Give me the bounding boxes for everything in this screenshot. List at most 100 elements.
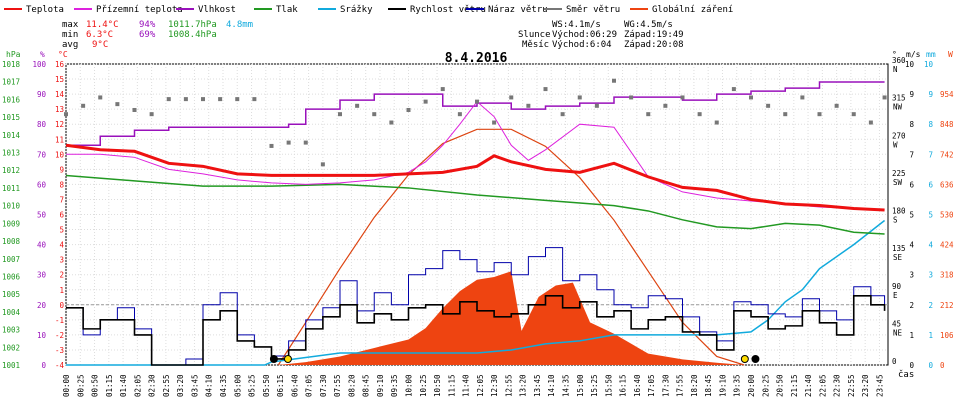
y-tick-hpa: 1015: [2, 113, 20, 122]
wind-direction-point: [680, 95, 685, 100]
x-tick-label: 06:40: [290, 374, 299, 397]
y-tick-celsius: 7: [59, 195, 64, 204]
y-tick-wind: 3: [909, 271, 914, 280]
axis-unit-celsius: °C: [58, 50, 68, 59]
y-tick-wind: 8: [909, 120, 914, 129]
wind-direction-point: [697, 112, 702, 117]
wind-speed-line: [66, 294, 886, 366]
x-tick-label: 15:00: [576, 374, 585, 397]
x-tick-label: 04:35: [219, 374, 228, 397]
ground-temperature-line: [66, 100, 885, 211]
axis-unit-radiation: W: [948, 50, 953, 59]
humidity-line: [66, 81, 885, 147]
wind-direction-point: [646, 112, 651, 117]
y-tick-direction: 225: [892, 169, 906, 178]
x-tick-label: 18:45: [704, 374, 713, 397]
x-tick-label: 12:05: [476, 374, 485, 397]
y-tick-rain: 6: [928, 180, 933, 189]
wind-direction-point: [149, 112, 154, 117]
markers: [269, 355, 760, 363]
wind-direction-point: [81, 103, 86, 108]
wind-direction-point: [286, 140, 291, 145]
y-tick-percent: 90: [37, 90, 47, 99]
y-tick-hpa: 1017: [2, 78, 20, 87]
y-tick-direction: 135: [892, 244, 906, 253]
y-tick-rain: 7: [928, 150, 933, 159]
x-tick-label: 13:45: [533, 374, 542, 397]
stats-min-press: 1008.4hPa: [168, 30, 217, 40]
y-tick-direction-letter: NW: [893, 103, 903, 112]
series: [64, 78, 887, 366]
y-tick-celsius: 16: [55, 60, 65, 69]
y-tick-wind: 2: [909, 301, 914, 310]
x-tick-label: 04:10: [205, 374, 214, 397]
rain-line: [66, 219, 886, 366]
x-tick-label: 05:00: [233, 374, 242, 397]
y-tick-wind: 6: [909, 180, 914, 189]
y-tick-percent: 50: [37, 211, 47, 220]
y-tick-direction: 270: [892, 131, 906, 140]
y-tick-radiation: 424: [940, 241, 954, 250]
x-tick-label: 03:20: [176, 374, 185, 397]
wind-direction-point: [526, 103, 531, 108]
wind-direction-point: [166, 97, 171, 102]
y-tick-direction: 90: [892, 282, 902, 291]
wind-direction-point: [303, 140, 308, 145]
y-tick-celsius: 11: [55, 135, 64, 144]
y-tick-direction-letter: SW: [893, 178, 903, 187]
x-tick-label: 08:20: [347, 374, 356, 397]
y-tick-hpa: 1018: [2, 60, 21, 69]
y-tick-radiation: 106: [940, 331, 954, 340]
x-tick-label: 07:05: [305, 374, 314, 397]
wind-direction-point: [629, 95, 634, 100]
x-axis-label: čas: [898, 369, 914, 380]
wind-direction-point: [64, 112, 68, 117]
grid: [65, 63, 888, 366]
x-tick-label: 00:50: [91, 374, 100, 397]
info-block: max 11.4°C 94% 1011.7hPa 4.8mm min 6.3°C…: [62, 20, 684, 50]
x-tick-label: 12:55: [504, 374, 513, 397]
x-tick-label: 14:35: [561, 374, 570, 397]
moonrise-marker: [269, 355, 278, 363]
axis-unit-wind: m/s: [906, 50, 921, 59]
wind-direction-point: [749, 95, 753, 100]
wind-direction-point: [612, 78, 616, 83]
y-tick-hpa: 1012: [2, 166, 20, 175]
x-tick-label: 12:30: [490, 374, 499, 397]
wind-direction-point: [440, 87, 445, 92]
wind-direction-point: [868, 120, 873, 125]
stats-max-press: 1011.7hPa: [168, 20, 217, 30]
x-tick-label: 14:10: [547, 374, 556, 397]
x-tick-label: 11:15: [447, 374, 456, 397]
y-tick-radiation: 848: [940, 120, 954, 129]
x-tick-label: 07:30: [319, 374, 328, 397]
wind-direction-point: [201, 97, 205, 102]
wind-direction-point: [882, 95, 887, 100]
y-tick-percent: 20: [37, 301, 47, 310]
pressure-line: [65, 174, 885, 235]
x-tick-label: 05:25: [248, 374, 257, 397]
wind-direction-point: [269, 143, 274, 148]
axis-unit-rain: mm: [926, 50, 936, 59]
x-tick-label: 00:00: [62, 374, 71, 397]
y-tick-wind: 4: [909, 241, 914, 250]
y-tick-hpa: 1016: [2, 95, 21, 104]
wind-direction-point: [235, 97, 240, 102]
y-tick-rain: 8: [928, 120, 933, 129]
y-tick-rain: 1: [928, 331, 933, 340]
y-tick-wind: 1: [909, 331, 914, 340]
y-tick-percent: 0: [41, 361, 46, 370]
y-tick-direction: 45: [892, 319, 901, 328]
y-tick-hpa: 1009: [2, 219, 20, 228]
wind-direction-point: [320, 162, 325, 167]
legend-label: Náraz větru: [488, 5, 548, 15]
y-tick-hpa: 1002: [2, 343, 20, 352]
legend-label: Teplota: [26, 5, 64, 15]
moon-label: Měsíc: [522, 40, 549, 50]
y-tick-wind: 0: [909, 361, 914, 370]
x-tick-label: 11:40: [462, 374, 471, 397]
x-tick-label: 19:10: [718, 374, 727, 397]
x-tick-label: 08:45: [362, 374, 371, 397]
